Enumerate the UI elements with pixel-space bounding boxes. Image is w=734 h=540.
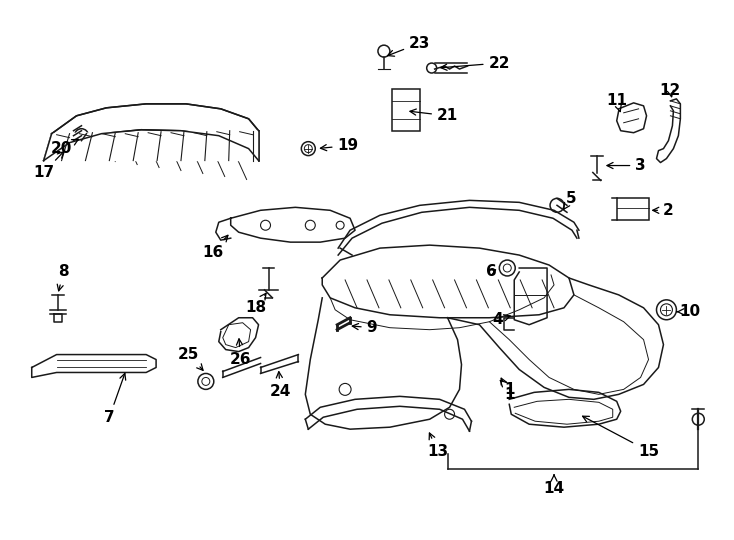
Polygon shape	[43, 131, 258, 160]
Text: 13: 13	[427, 433, 448, 458]
Text: 22: 22	[441, 56, 510, 71]
Text: 3: 3	[607, 158, 646, 173]
Text: 19: 19	[321, 138, 359, 153]
Text: 17: 17	[33, 152, 64, 180]
Text: 15: 15	[583, 416, 659, 458]
Text: 11: 11	[606, 93, 628, 112]
Text: 10: 10	[677, 304, 701, 319]
Text: 8: 8	[57, 265, 69, 291]
Text: 1: 1	[501, 378, 515, 402]
Text: 16: 16	[202, 235, 228, 260]
Text: 23: 23	[388, 36, 430, 56]
Text: 26: 26	[230, 339, 252, 367]
Text: 2: 2	[653, 203, 674, 218]
Bar	[617, 198, 649, 220]
Text: 18: 18	[245, 293, 266, 315]
Text: 14: 14	[543, 475, 564, 496]
Text: 24: 24	[270, 372, 291, 399]
Text: 5: 5	[564, 191, 576, 209]
Text: 7: 7	[104, 374, 126, 425]
Text: 25: 25	[178, 347, 203, 370]
Text: 12: 12	[660, 83, 681, 98]
Text: 4: 4	[492, 312, 510, 327]
Bar	[392, 89, 420, 131]
Text: 9: 9	[352, 320, 377, 335]
Text: 21: 21	[410, 109, 458, 123]
Text: 6: 6	[486, 265, 497, 280]
Text: 1: 1	[501, 380, 515, 397]
Text: 20: 20	[51, 139, 79, 156]
